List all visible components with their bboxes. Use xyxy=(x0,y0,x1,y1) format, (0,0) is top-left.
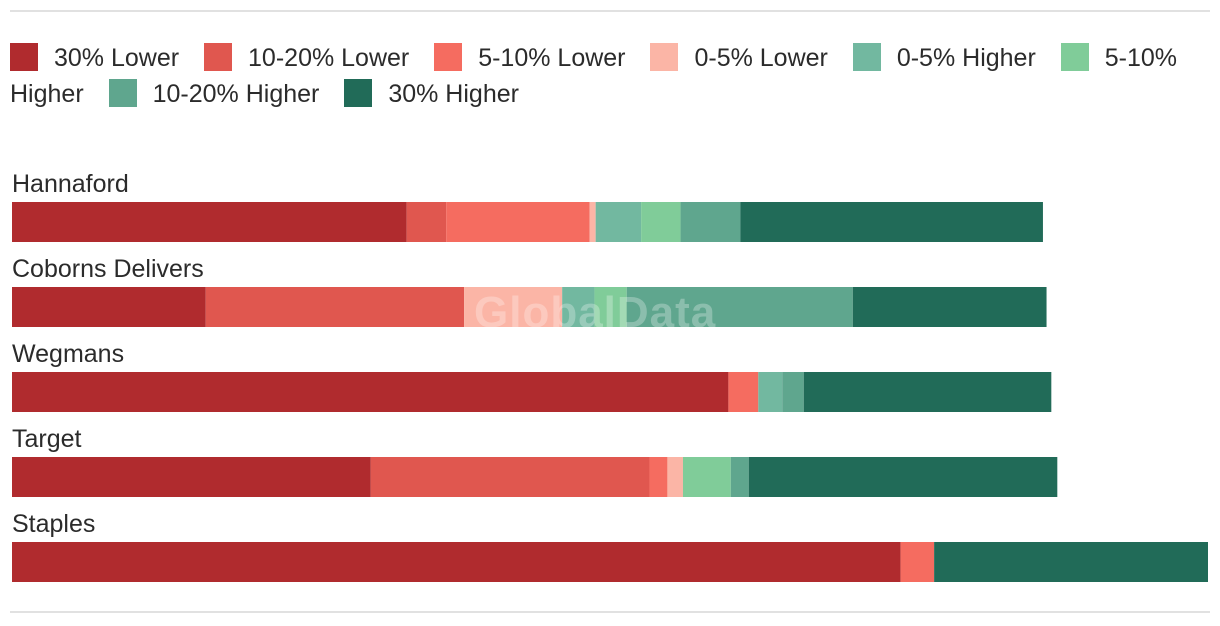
bar-segment xyxy=(12,202,407,242)
bottom-divider xyxy=(10,611,1210,613)
top-divider xyxy=(10,10,1210,12)
bar-segment xyxy=(748,457,1058,497)
legend-label: 0-5% Higher xyxy=(896,44,1036,72)
bar-segment xyxy=(595,202,642,242)
bar-segment xyxy=(562,287,595,327)
bar-segment xyxy=(12,457,371,497)
bar-segment xyxy=(589,202,596,242)
bar-segment xyxy=(934,542,1208,582)
bar-segment xyxy=(782,372,804,412)
legend-label: 5-10% Higher xyxy=(10,44,1177,108)
bar-segment xyxy=(446,202,590,242)
legend-swatch xyxy=(852,43,881,71)
row-label: Hannaford xyxy=(12,170,129,198)
legend-item: 5-10% Higher xyxy=(10,43,1177,108)
legend-swatch xyxy=(650,43,679,71)
bar-segment xyxy=(205,287,465,327)
legend-swatch xyxy=(204,43,233,71)
legend-swatch xyxy=(344,79,373,107)
bar-segment xyxy=(370,457,650,497)
legend-item: 30% Lower xyxy=(10,43,180,72)
row-label: Coborns Delivers xyxy=(12,255,204,283)
legend-swatch xyxy=(1060,43,1089,71)
legend-swatch xyxy=(434,43,463,71)
bar-segment xyxy=(594,287,627,327)
bar-segment xyxy=(464,287,563,327)
bar-segment xyxy=(728,372,759,412)
legend-label: 5-10% Lower xyxy=(478,44,626,72)
bar-segment xyxy=(680,202,741,242)
legend-label: 0-5% Lower xyxy=(694,44,828,72)
legend-item: 0-5% Higher xyxy=(852,43,1036,72)
bar-segment xyxy=(649,457,668,497)
legend-item: 10-20% Higher xyxy=(108,79,320,108)
legend-label: 30% Lower xyxy=(54,44,180,72)
bar-segment xyxy=(12,287,206,327)
legend-label: 30% Higher xyxy=(388,80,519,108)
legend-item: 5-10% Lower xyxy=(434,43,626,72)
legend-label: 10-20% Higher xyxy=(152,80,320,108)
row-label: Wegmans xyxy=(12,340,124,368)
bar-segment xyxy=(12,542,901,582)
legend-item: 0-5% Lower xyxy=(650,43,828,72)
bar-segment xyxy=(740,202,1043,242)
legend-swatch xyxy=(10,43,38,71)
bar-segment xyxy=(667,457,683,497)
legend-label: 10-20% Lower xyxy=(248,44,410,72)
bar-segment xyxy=(682,457,731,497)
bar-segment xyxy=(758,372,783,412)
bar-segment xyxy=(12,372,729,412)
row-label: Target xyxy=(12,425,82,453)
legend-swatch xyxy=(108,79,137,107)
bar-segment xyxy=(641,202,681,242)
legend-item: 10-20% Lower xyxy=(204,43,410,72)
bar-segment xyxy=(900,542,935,582)
bar-segment xyxy=(730,457,749,497)
chart-legend: 30% Lower 10-20% Lower 5-10% Lower 0-5% … xyxy=(10,40,1210,112)
bar-segment xyxy=(626,287,853,327)
bar-segment xyxy=(406,202,447,242)
legend-item: 30% Higher xyxy=(344,79,519,108)
row-label: Staples xyxy=(12,510,95,538)
bar-segment xyxy=(803,372,1052,412)
bar-segment xyxy=(852,287,1047,327)
